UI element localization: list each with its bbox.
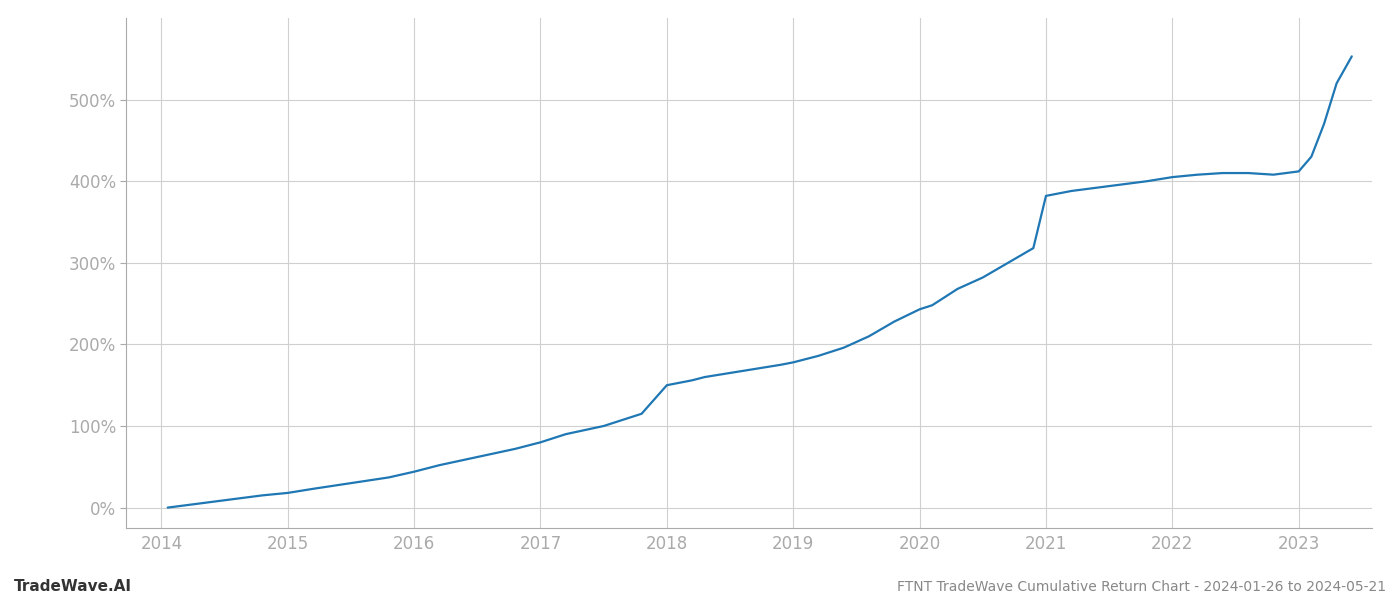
Text: FTNT TradeWave Cumulative Return Chart - 2024-01-26 to 2024-05-21: FTNT TradeWave Cumulative Return Chart -… [897,580,1386,594]
Text: TradeWave.AI: TradeWave.AI [14,579,132,594]
